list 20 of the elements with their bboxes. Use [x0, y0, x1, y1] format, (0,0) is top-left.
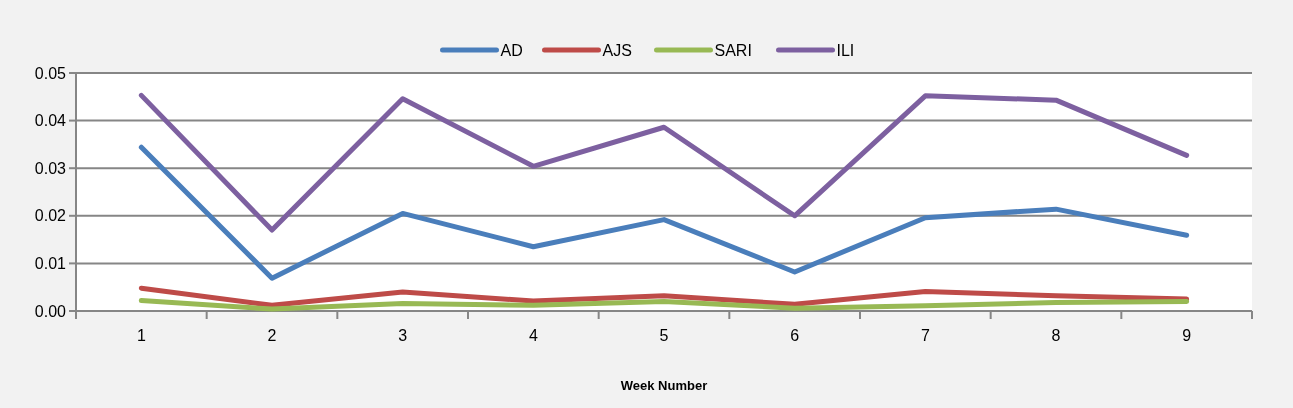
x-tick-label: 4 — [528, 327, 538, 344]
x-tick-label: 6 — [790, 327, 800, 344]
legend-label: AD — [500, 41, 523, 59]
legend-label: AJS — [602, 41, 632, 59]
y-tick-label: 0.04 — [34, 112, 67, 130]
legend-label: SARI — [714, 41, 752, 59]
x-tick-label: 2 — [267, 327, 277, 344]
x-tick-label: 1 — [136, 327, 146, 344]
x-tick-label: 7 — [920, 327, 930, 344]
y-tick-label: 0.03 — [34, 159, 67, 177]
legend-label: ILI — [836, 41, 855, 59]
y-tick-label: 0.00 — [34, 302, 67, 320]
x-axis-title: Week Number — [620, 378, 708, 393]
x-tick-label: 5 — [659, 327, 669, 344]
y-tick-label: 0.02 — [34, 207, 67, 225]
y-tick-label: 0.01 — [34, 255, 67, 272]
x-tick-label: 8 — [1051, 327, 1061, 344]
x-tick-label: 9 — [1182, 327, 1192, 344]
y-tick-label: 0.05 — [34, 64, 67, 82]
x-tick-label: 3 — [398, 327, 408, 344]
